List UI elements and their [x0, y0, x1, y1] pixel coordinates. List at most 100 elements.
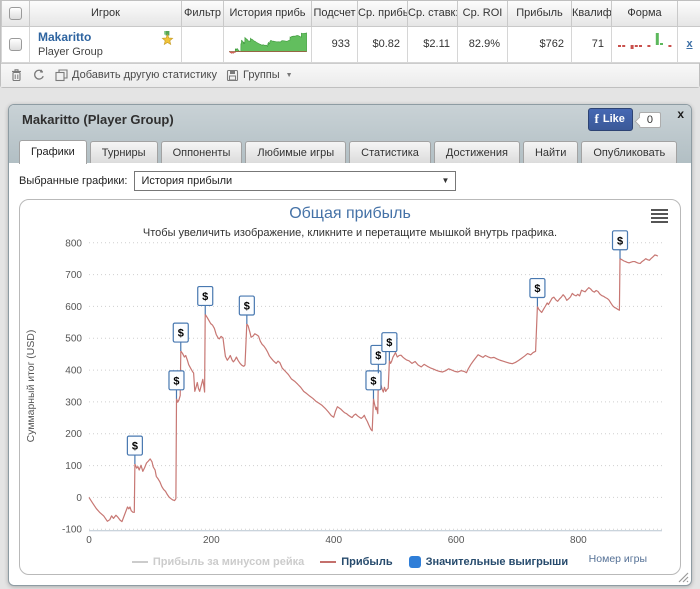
svg-text:$: $	[617, 235, 623, 247]
remove-cell: x	[677, 25, 700, 63]
avg-roi-value: 82.9%	[457, 25, 508, 63]
col-form[interactable]: Форма	[611, 1, 678, 27]
delete-button[interactable]	[10, 68, 23, 82]
copy-icon	[55, 68, 68, 81]
qualifying-value: 71	[571, 25, 612, 63]
avg-stake-value: $2.11	[407, 25, 458, 63]
resize-handle[interactable]	[678, 572, 689, 583]
col-filter[interactable]: Фильтр	[181, 1, 224, 27]
x-tick-label: 0	[86, 535, 92, 546]
y-axis-title: Суммарный итог (USD)	[26, 329, 37, 442]
y-tick-label: 700	[65, 270, 82, 281]
legend-label: Прибыль за минусом рейка	[152, 555, 305, 568]
y-tick-label: 100	[65, 461, 82, 472]
charts-select-label: Выбранные графики:	[19, 174, 128, 187]
tab-achievements[interactable]: Достижения	[433, 140, 520, 163]
chart-legend: Прибыль за минусом рейка Прибыль Значите…	[20, 555, 680, 568]
tab-graphs[interactable]: Графики	[19, 139, 87, 164]
profit-chart[interactable]: -100 0 100 200 300 400 500 600 700 800 0 200 400 600 8…	[19, 198, 681, 575]
star-badge-icon	[160, 30, 175, 50]
significant-win-flag[interactable]: $	[365, 369, 382, 399]
y-tick-label: 300	[65, 397, 82, 408]
svg-text:$: $	[370, 375, 376, 387]
chevron-down-icon: ▼	[285, 71, 293, 79]
significant-win-flag[interactable]: $	[238, 294, 255, 324]
profit-line-series	[88, 253, 659, 522]
col-avg-roi[interactable]: Ср. ROI	[457, 1, 508, 27]
filter-cell[interactable]	[181, 25, 224, 63]
y-tick-label: 600	[65, 301, 82, 312]
significant-win-flag[interactable]: $	[611, 229, 629, 259]
col-player[interactable]: Игрок	[29, 1, 182, 27]
svg-text:$: $	[534, 283, 540, 295]
groups-icon	[226, 69, 239, 81]
count-value: 933	[311, 25, 358, 63]
groups-label: Группы	[243, 69, 280, 81]
x-axis-title: Номер игры	[588, 552, 647, 565]
row-checkbox[interactable]	[9, 37, 22, 51]
tab-opponents[interactable]: Оппоненты	[160, 140, 243, 163]
tab-find[interactable]: Найти	[522, 140, 579, 163]
legend-line-icon	[131, 560, 148, 563]
col-profit[interactable]: Прибыль	[507, 1, 572, 27]
col-count[interactable]: Подсчет	[311, 1, 358, 27]
significant-win-flag[interactable]: $	[172, 322, 189, 351]
profit-value: $762	[507, 25, 572, 63]
facebook-like-button[interactable]: f Like	[587, 108, 633, 131]
legend-item-profit-minus-rake[interactable]: Прибыль за минусом рейка	[131, 555, 305, 568]
chart-plot-area[interactable]: -100 0 100 200 300 400 500 600 700 800 0 200 400 600 8…	[20, 200, 680, 574]
panel-close-button[interactable]: x	[677, 106, 684, 121]
add-statistic-label: Добавить другую статистику	[72, 69, 217, 81]
form-sparkline	[617, 32, 671, 49]
player-group-label: Player Group	[38, 46, 103, 58]
tab-tournaments[interactable]: Турниры	[89, 140, 158, 163]
svg-text:$: $	[244, 300, 250, 312]
col-avg-stake[interactable]: Ср. ставк:	[407, 1, 458, 27]
significant-win-flag[interactable]: $	[168, 369, 185, 399]
tab-publish[interactable]: Опубликовать	[581, 140, 678, 163]
svg-text:$: $	[132, 440, 138, 452]
select-arrow-icon: ▼	[441, 176, 450, 185]
table-toolbar: Добавить другую статистику Группы ▼	[1, 62, 699, 87]
col-profit-history[interactable]: История прибь	[223, 1, 312, 27]
y-tick-label: 500	[65, 333, 82, 344]
player-cell: Makaritto Player Group	[29, 25, 182, 63]
significant-win-flag[interactable]: $	[197, 285, 214, 314]
x-tick-label: 600	[448, 535, 465, 546]
legend-square-icon	[408, 555, 421, 568]
trash-icon	[12, 69, 21, 82]
legend-item-profit[interactable]: Прибыль	[320, 555, 393, 568]
chart-menu-button[interactable]	[651, 208, 668, 225]
significant-win-flag[interactable]: $	[529, 277, 546, 306]
row-select-cell	[1, 25, 30, 63]
legend-line-icon	[320, 560, 337, 563]
x-tick-label: 200	[203, 535, 220, 546]
legend-item-significant-wins[interactable]: Значительные выигрыши	[408, 555, 568, 568]
groups-button[interactable]: Группы ▼	[226, 69, 293, 82]
table-header-row: Игрок Фильтр История прибь Подсчет Ср. п…	[1, 1, 700, 27]
chart-title: Общая прибыль	[289, 204, 411, 222]
x-tick-label: 400	[325, 535, 342, 546]
significant-win-flag[interactable]: $	[381, 331, 398, 361]
y-tick-label: 0	[76, 492, 82, 503]
refresh-icon	[34, 69, 44, 80]
tab-statistics[interactable]: Статистика	[349, 140, 431, 163]
add-statistic-button[interactable]: Добавить другую статистику	[55, 68, 217, 82]
col-qualifying[interactable]: Квалиф	[571, 1, 612, 27]
remove-row-link[interactable]: x	[686, 38, 693, 50]
tab-favorite-games[interactable]: Любимые игры	[245, 140, 347, 163]
profit-history-sparkline	[227, 32, 307, 54]
select-all-checkbox[interactable]	[9, 6, 22, 20]
charts-select[interactable]: История прибыли ▼	[134, 170, 457, 191]
facebook-like-count: 0	[638, 111, 661, 128]
refresh-button[interactable]	[32, 68, 46, 82]
x-tick-label: 800	[570, 535, 587, 546]
avg-profit-value: $0.82	[357, 25, 408, 63]
significant-win-flag[interactable]: $	[126, 435, 143, 464]
col-remove	[677, 1, 700, 27]
player-name-link[interactable]: Makaritto	[38, 30, 92, 44]
legend-label: Прибыль	[341, 555, 393, 568]
y-tick-label: 200	[65, 429, 82, 440]
col-select	[1, 1, 30, 27]
col-avg-profit[interactable]: Ср. прибь	[357, 1, 408, 27]
